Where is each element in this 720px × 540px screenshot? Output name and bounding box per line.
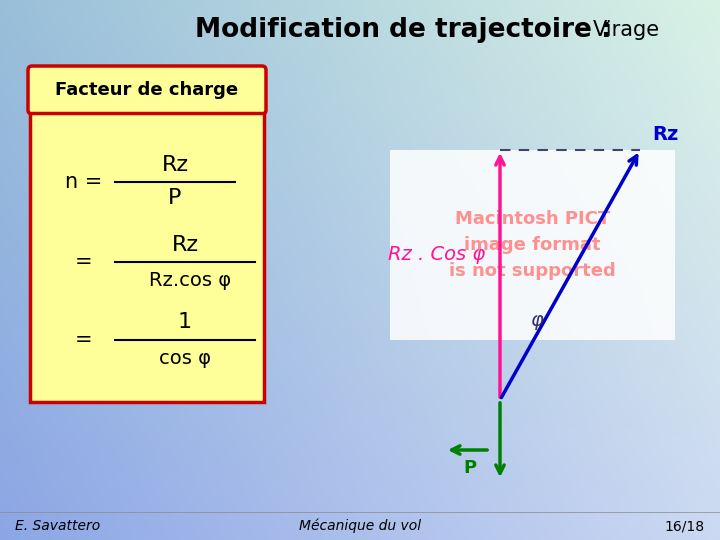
Text: Rz: Rz xyxy=(652,125,678,145)
Text: Facteur de charge: Facteur de charge xyxy=(55,81,238,99)
Text: Rz . Cos φ: Rz . Cos φ xyxy=(388,246,485,265)
Text: =: = xyxy=(75,253,99,273)
Text: P: P xyxy=(464,459,477,477)
Text: Rz: Rz xyxy=(161,155,189,175)
Bar xyxy=(390,150,675,340)
Text: n =: n = xyxy=(65,172,109,192)
Text: E. Savattero: E. Savattero xyxy=(15,519,100,533)
Text: Rz: Rz xyxy=(171,235,199,255)
Text: φ: φ xyxy=(530,310,543,329)
Text: 16/18: 16/18 xyxy=(665,519,705,533)
Text: P: P xyxy=(168,188,181,208)
Text: Rz.cos φ: Rz.cos φ xyxy=(149,271,231,289)
FancyBboxPatch shape xyxy=(28,66,266,114)
Text: Virage: Virage xyxy=(593,20,660,40)
FancyBboxPatch shape xyxy=(30,113,264,402)
Text: Macintosh PICT
image format
is not supported: Macintosh PICT image format is not suppo… xyxy=(449,210,616,280)
Text: Modification de trajectoire :: Modification de trajectoire : xyxy=(195,17,621,43)
Text: cos φ: cos φ xyxy=(159,348,211,368)
Text: =: = xyxy=(75,330,99,350)
Text: 1: 1 xyxy=(178,312,192,332)
Text: Mécanique du vol: Mécanique du vol xyxy=(299,519,421,534)
